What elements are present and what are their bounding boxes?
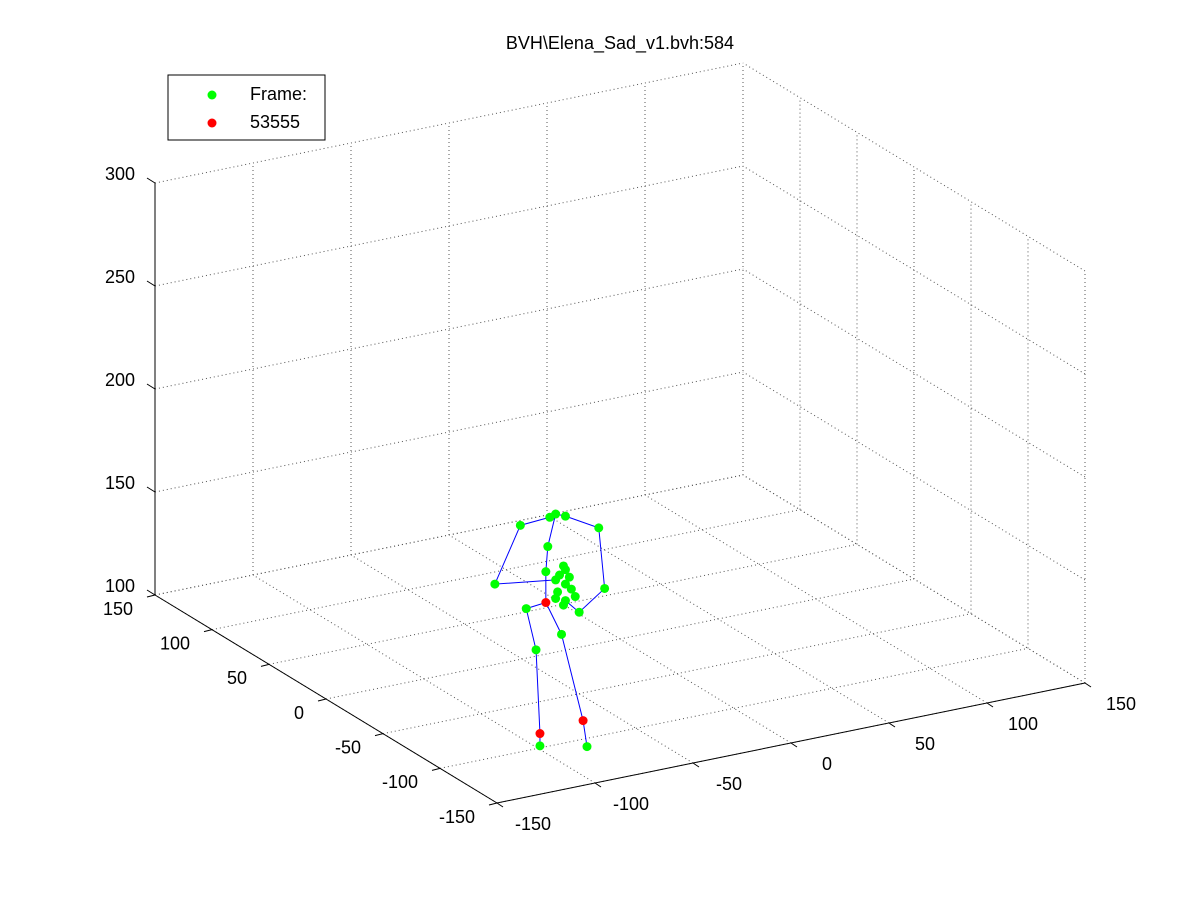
joint-point [535, 741, 545, 751]
x-tick-label: 0 [822, 754, 832, 774]
z-tick [146, 177, 156, 184]
grid-line [742, 62, 1086, 272]
skeleton-line [545, 602, 588, 747]
joint-point [574, 607, 584, 617]
z-tick [146, 280, 156, 287]
joint-point [557, 629, 567, 639]
x-tick-label: 100 [1008, 714, 1038, 734]
joint-point [543, 542, 553, 552]
y-tick-label: 0 [294, 703, 304, 723]
legend-label: Frame: [250, 84, 307, 104]
x-tick-label: -100 [613, 794, 649, 814]
joint-point [570, 592, 580, 602]
y-tick-label: -150 [439, 807, 475, 827]
y-tick-label: -50 [335, 737, 361, 757]
grid-line [325, 578, 915, 700]
joint-point [545, 512, 555, 522]
y-tick-label: 150 [103, 599, 133, 619]
joint-point [515, 520, 525, 530]
grid-line [742, 268, 1086, 478]
grid-line [154, 165, 744, 287]
skeleton-line [494, 516, 556, 585]
z-tick-label: 250 [105, 267, 135, 287]
joint-point [564, 572, 574, 582]
z-tick [146, 589, 156, 596]
joint-point [531, 645, 541, 655]
y-tick-label: 50 [227, 668, 247, 688]
joint-point [551, 593, 561, 603]
joint-point [594, 523, 604, 533]
grid-line [742, 371, 1086, 581]
x-tick-label: 150 [1106, 694, 1136, 714]
y-tick [260, 663, 270, 667]
x-tick [496, 802, 504, 808]
y-tick [146, 594, 156, 598]
x-tick [594, 782, 602, 788]
y-tick [488, 802, 498, 806]
grid-line [382, 613, 972, 735]
joint-point [535, 729, 545, 739]
legend-label: 53555 [250, 112, 300, 132]
joint-point [560, 579, 570, 589]
joint-point [541, 598, 551, 608]
joint-point [600, 583, 610, 593]
joint-point [541, 567, 551, 577]
grid-line [742, 165, 1086, 375]
y-tick [203, 629, 213, 633]
grid-line [439, 647, 1029, 769]
y-tick [431, 767, 441, 771]
joint-point [566, 584, 576, 594]
y-tick-label: -100 [382, 772, 418, 792]
joint-point [490, 579, 500, 589]
y-tick-label: 100 [160, 633, 190, 653]
legend-box [167, 74, 326, 141]
joint-point [582, 742, 592, 752]
z-tick-label: 200 [105, 370, 135, 390]
y-tick [374, 733, 384, 737]
joint-point [560, 565, 570, 575]
grid-line [154, 62, 744, 184]
legend-marker [207, 118, 217, 128]
x-tick [692, 762, 700, 768]
z-tick [146, 383, 156, 390]
joint-point [551, 575, 561, 585]
grid-line [154, 371, 744, 493]
grid-line [154, 474, 744, 596]
z-tick [146, 486, 156, 493]
x-tick [888, 722, 896, 728]
joint-point [558, 600, 568, 610]
x-tick-label: -50 [716, 774, 742, 794]
grid-line [742, 474, 1086, 684]
skeleton-line [525, 602, 546, 746]
joint-point [560, 511, 570, 521]
joint-point [521, 604, 531, 614]
x-tick [1084, 682, 1092, 688]
joint-point [578, 716, 588, 726]
x-tick [790, 742, 798, 748]
y-tick [317, 698, 327, 702]
z-tick-label: 100 [105, 576, 135, 596]
grid-line [211, 509, 801, 631]
x-tick-label: 50 [915, 734, 935, 754]
z-tick-label: 300 [105, 164, 135, 184]
grid-line [154, 268, 744, 390]
legend-marker [207, 90, 217, 100]
x-tick [986, 702, 994, 708]
x-tick-label: -150 [515, 814, 551, 834]
skeleton-line [545, 513, 557, 603]
chart-title: BVH\Elena_Sad_v1.bvh:584 [506, 33, 734, 54]
z-tick-label: 150 [105, 473, 135, 493]
